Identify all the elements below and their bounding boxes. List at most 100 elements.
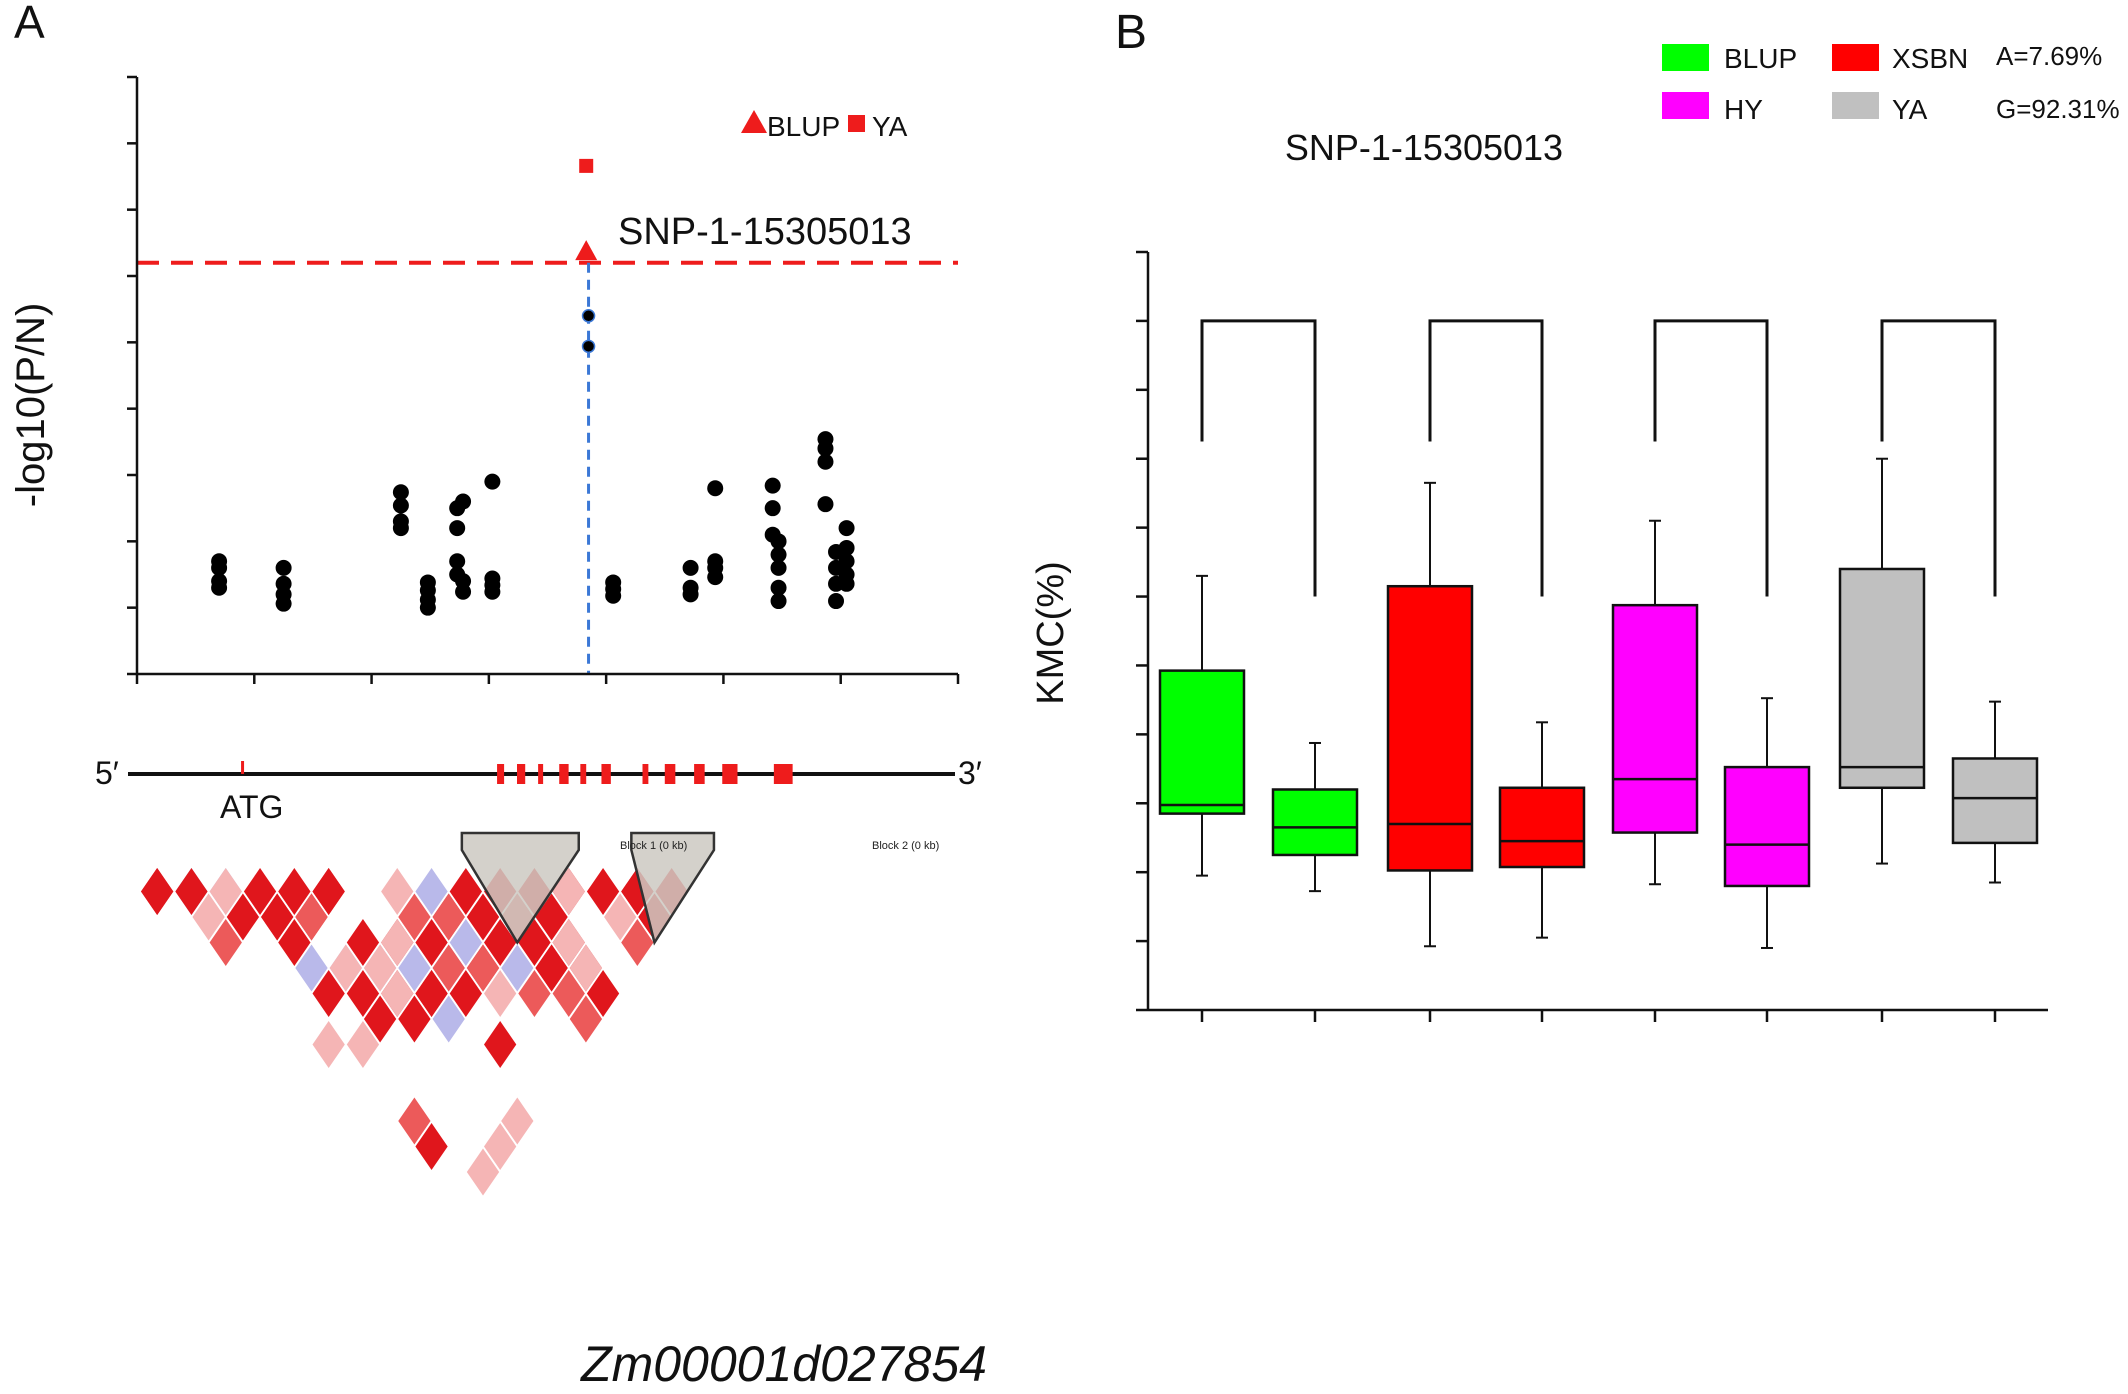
ld-cell xyxy=(312,868,345,915)
panel-b-box-plot: KMC(%) xyxy=(1030,250,2048,1022)
snp-point xyxy=(770,533,787,550)
ld-cells xyxy=(141,868,688,1196)
exon xyxy=(642,764,649,784)
ld-cell xyxy=(586,868,620,915)
ld-cell xyxy=(604,893,637,941)
blup-point xyxy=(575,240,598,261)
ld-cell-red xyxy=(346,970,380,1017)
ld-cell xyxy=(569,944,603,992)
ld-heatmap: Block 1 (0 kb) Block 2 (0 kb) xyxy=(141,831,939,1196)
ld-block-2 xyxy=(630,831,716,946)
ld-cell xyxy=(381,970,414,1017)
ld-cell xyxy=(141,868,174,915)
snp-point xyxy=(455,493,472,510)
allele-freq-g: G=92.31% xyxy=(1996,94,2120,124)
ld-cell xyxy=(501,1097,534,1145)
figure-caption: Zm00001d027854 xyxy=(581,1336,987,1392)
snp-point xyxy=(581,339,596,354)
legend-blup-marker-icon xyxy=(741,110,767,133)
ld-cell-red xyxy=(449,970,482,1017)
ld-blocks: Block 1 (0 kb) Block 2 (0 kb) xyxy=(460,831,939,946)
exon xyxy=(517,764,526,784)
ld-cell xyxy=(621,919,654,966)
snp-point xyxy=(392,484,409,501)
exon xyxy=(601,764,611,784)
panel-b-y-axis-title: KMC(%) xyxy=(1030,561,1072,705)
legend-ya-swatch xyxy=(1832,92,1879,119)
box xyxy=(1951,757,2039,845)
ld-cell-red xyxy=(484,919,517,966)
ld-cell xyxy=(484,1021,517,1068)
ld-cell xyxy=(381,919,414,966)
snp-point xyxy=(770,559,787,576)
ld-cell-red xyxy=(278,868,311,915)
snp-point xyxy=(455,583,472,600)
three-prime-label: 3′ xyxy=(958,755,982,791)
panel-a-y-ticks xyxy=(127,75,137,676)
snp-point xyxy=(449,553,466,570)
gene-exons xyxy=(497,764,793,784)
legend-xsbn-text: XSBN xyxy=(1892,43,1968,74)
significance-bracket xyxy=(1200,319,1317,597)
snp-point xyxy=(275,559,292,576)
snp-point xyxy=(764,500,781,517)
box xyxy=(1723,765,1811,888)
ld-cell xyxy=(278,919,311,966)
ld-cell-red xyxy=(466,893,500,941)
legend-ya-marker-icon xyxy=(848,115,865,132)
legend-ya-label: YA xyxy=(872,111,908,142)
ld-cell-red xyxy=(398,995,431,1043)
ya-point xyxy=(579,158,594,173)
panel-a-x-ticks xyxy=(135,674,960,684)
ld-block-2-label: Block 2 (0 kb) xyxy=(872,840,939,852)
ld-cell xyxy=(209,868,242,915)
snp-point xyxy=(770,579,787,596)
box xyxy=(1611,603,1699,834)
ld-cell-red xyxy=(175,868,208,915)
ld-cell xyxy=(552,919,585,966)
exon xyxy=(664,764,676,784)
ld-cell xyxy=(569,995,603,1043)
panel-a-scatter-plot: SNP-1-15305013 BLUP YA -log10(P/N) xyxy=(9,75,960,684)
box xyxy=(1158,669,1246,815)
exon xyxy=(694,764,705,784)
ld-cell xyxy=(261,893,294,941)
significance-brackets xyxy=(1200,319,1997,597)
allele-freq-a: A=7.69% xyxy=(1996,41,2102,71)
ld-cell xyxy=(363,944,397,992)
ld-cell xyxy=(398,893,431,941)
ld-cell-blue xyxy=(398,944,431,992)
snp-point xyxy=(707,569,724,586)
box xyxy=(1271,788,1359,857)
exon xyxy=(497,764,505,784)
snp-point xyxy=(838,539,855,556)
snp-point xyxy=(828,593,845,610)
exon xyxy=(559,764,569,784)
ld-cell xyxy=(432,893,465,941)
snp-point xyxy=(682,586,699,603)
snp-label: SNP-1-15305013 xyxy=(618,211,912,253)
ld-cell xyxy=(432,944,465,992)
snp-point xyxy=(484,583,501,600)
ld-cell-red xyxy=(312,970,345,1017)
legend-ya-text: YA xyxy=(1892,94,1928,125)
ld-cell xyxy=(398,1097,431,1145)
ld-cell-red xyxy=(415,919,448,966)
snp-point xyxy=(275,595,292,612)
ld-cell xyxy=(466,1148,500,1196)
panel-a-points xyxy=(211,158,855,616)
snp-point xyxy=(838,575,855,592)
panel-a-y-axis-title: -log10(P/N) xyxy=(9,303,53,508)
legend-blup-text: BLUP xyxy=(1724,43,1797,74)
panel-b-label: B xyxy=(1115,6,1147,59)
panel-a-legend: BLUP YA xyxy=(741,110,908,142)
ld-cell-blue xyxy=(432,995,465,1043)
ld-cell xyxy=(415,970,448,1017)
snp-point xyxy=(449,520,466,537)
snp-point xyxy=(682,559,699,576)
ld-cell xyxy=(552,970,585,1017)
atg-label: ATG xyxy=(220,789,283,825)
exon xyxy=(722,764,738,784)
ld-cell xyxy=(346,1021,380,1068)
